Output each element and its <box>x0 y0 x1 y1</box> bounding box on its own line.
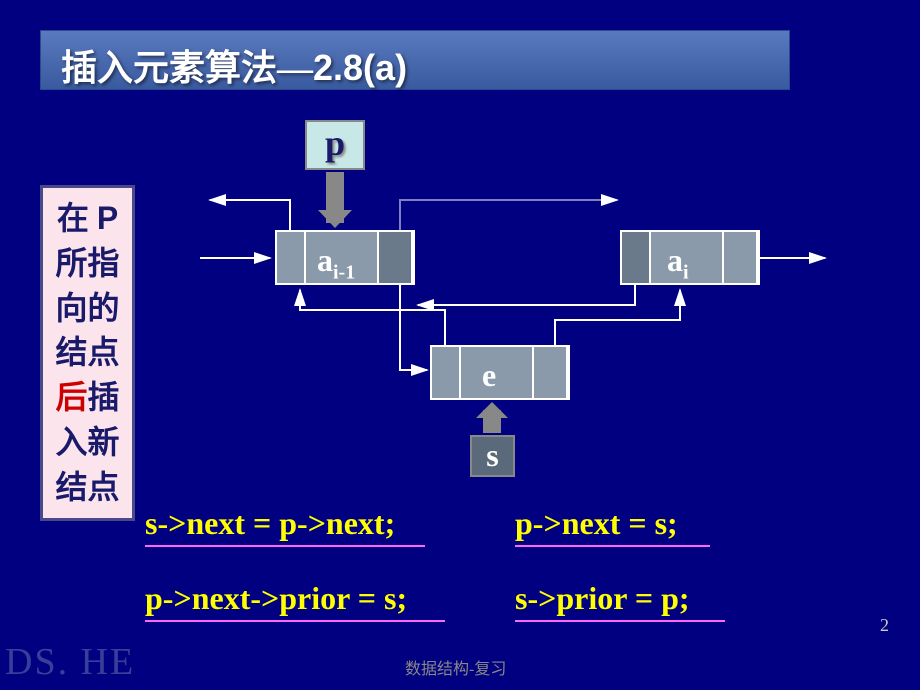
left-line-3: 向的 <box>47 286 128 331</box>
code-line-2a: p->next->prior = s; <box>145 580 407 617</box>
node-e-prior <box>432 347 461 398</box>
code-line-1a: s->next = p->next; <box>145 505 395 542</box>
left-line-4: 结点 <box>47 330 128 375</box>
underline-2a <box>145 620 445 622</box>
node-a1-next <box>379 232 413 283</box>
s-pointer-label: s <box>470 435 515 477</box>
page-number: 2 <box>880 615 889 636</box>
underline-1b <box>515 545 710 547</box>
left-line-2: 所指 <box>47 241 128 286</box>
code-line-1b: p->next = s; <box>515 505 678 542</box>
left-line-6: 入新 <box>47 420 128 465</box>
p-pointer-label: p <box>305 120 365 170</box>
left-line-1: 在 P <box>47 196 128 241</box>
watermark: DS. HE <box>5 640 135 684</box>
underline-2b <box>515 620 725 622</box>
title-cn: 插入元素算法— <box>61 48 313 88</box>
node-e-label: e <box>482 357 496 394</box>
node-a1-label: ai-1 <box>317 242 355 284</box>
title-text: 插入元素算法—2.8(a) <box>41 31 789 99</box>
title-code: 2.8(a) <box>313 47 407 88</box>
node-e-next <box>534 347 568 398</box>
node-a2-next <box>724 232 758 283</box>
node-a2-label: ai <box>667 242 689 284</box>
node-a-i: ai <box>620 230 760 285</box>
p-text: p <box>325 123 345 163</box>
code-line-2b: s->prior = p; <box>515 580 690 617</box>
footer-text: 数据结构-复习 <box>405 655 506 679</box>
title-bar: 插入元素算法—2.8(a) <box>40 30 790 90</box>
left-line-7: 结点 <box>47 465 128 510</box>
node-e-data <box>461 347 534 398</box>
node-a2-prior <box>622 232 651 283</box>
left-line-5: 后插 <box>47 375 128 420</box>
node-a-i-minus-1: ai-1 <box>275 230 415 285</box>
node-e: e <box>430 345 570 400</box>
s-text: s <box>486 437 498 473</box>
node-a1-prior <box>277 232 306 283</box>
underline-1a <box>145 545 425 547</box>
left-explanation-box: 在 P 所指 向的 结点 后插 入新 结点 <box>40 185 135 521</box>
